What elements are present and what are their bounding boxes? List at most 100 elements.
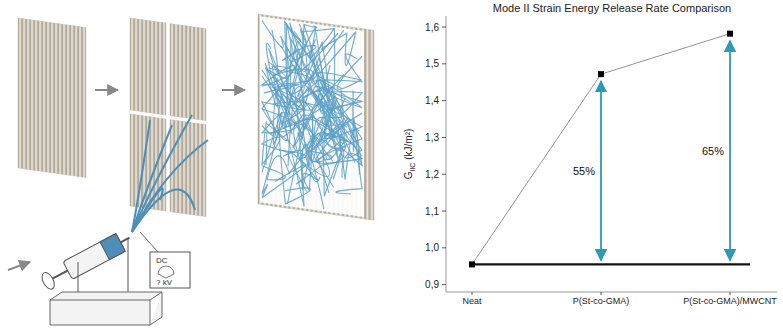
y-tick xyxy=(442,211,446,212)
fiber-tow xyxy=(190,26,194,119)
fiber-tow xyxy=(42,21,46,172)
difference-arrow xyxy=(729,41,731,261)
fiber-tow xyxy=(182,25,186,118)
x-tick xyxy=(472,292,473,295)
y-tick-label: 1,3 xyxy=(425,132,439,143)
nanofiber xyxy=(317,50,362,146)
feed-arrow xyxy=(8,262,30,270)
page: DC ? kV Mode II Strain Energy Release Rate… xyxy=(0,0,783,334)
fiber-tow xyxy=(134,19,138,112)
fiber-tow xyxy=(194,123,198,216)
fiber-jet xyxy=(132,190,195,232)
fiber-tow xyxy=(174,24,178,117)
power-supply xyxy=(150,252,190,288)
electrospinning-diagram: DC ? kV xyxy=(8,14,374,325)
fiber-tow xyxy=(170,24,174,117)
y-tick-label: 1,5 xyxy=(425,58,439,69)
syringe-barrel xyxy=(63,234,125,280)
x-tick xyxy=(601,292,602,295)
y-tick xyxy=(442,284,446,285)
nanofiber xyxy=(296,61,334,113)
fiber-tow xyxy=(202,28,206,121)
process-arrow xyxy=(222,89,245,91)
chart: Mode II Strain Energy Release Rate Compa… xyxy=(403,2,777,306)
fiber-tow xyxy=(365,29,369,220)
power-label: DC xyxy=(156,256,168,265)
x-tick-label: P(St-co-GMA) xyxy=(573,296,630,306)
nanofiber xyxy=(262,61,311,144)
annotation: 65% xyxy=(702,145,724,157)
y-tick xyxy=(442,63,446,64)
y-tick-label: 1,0 xyxy=(425,242,439,253)
fiber-tow xyxy=(142,20,146,113)
fiber-tow xyxy=(182,121,186,214)
annotation: 55% xyxy=(573,165,595,177)
gauge xyxy=(158,266,174,278)
y-tick-label: 0,9 xyxy=(425,279,439,290)
x-tick-label: Neat xyxy=(462,296,482,306)
fiber-tow xyxy=(78,26,82,177)
fiber-tow xyxy=(170,120,174,213)
base xyxy=(50,292,162,325)
wire xyxy=(140,232,158,252)
chart-title: Mode II Strain Energy Release Rate Compa… xyxy=(493,2,731,14)
fiber-tow xyxy=(22,19,26,170)
syringe xyxy=(39,229,134,292)
fiber-tow xyxy=(130,18,134,111)
nanofiber-mat xyxy=(260,16,364,217)
fiber-tow xyxy=(146,20,150,113)
plot-marks xyxy=(469,31,750,268)
fiber-tow xyxy=(46,22,50,173)
polymer-solution xyxy=(100,234,125,260)
y-axis-title: GIIC (kJ/m²) xyxy=(403,129,416,180)
fiber-tow xyxy=(134,115,138,208)
fiber-tow xyxy=(178,25,182,118)
fiber-tow xyxy=(150,21,154,114)
fiber-tow xyxy=(162,22,166,115)
plunger-head xyxy=(40,271,57,292)
fiber-tow xyxy=(58,24,62,175)
y-tick xyxy=(442,174,446,175)
y-tick-label: 1,2 xyxy=(425,169,439,180)
y-tick-label: 1,1 xyxy=(425,206,439,217)
fabric xyxy=(18,18,86,178)
fabric-panel xyxy=(170,24,206,121)
x-tick xyxy=(730,292,731,295)
y-tick-label: 1,4 xyxy=(425,95,439,106)
fiber-tow xyxy=(202,124,206,217)
fabric xyxy=(258,14,374,220)
fiber-tow xyxy=(370,30,374,221)
fiber-tow xyxy=(198,124,202,217)
fiber-tow xyxy=(54,23,58,174)
fabric-panel xyxy=(130,18,166,115)
fiber-jet xyxy=(132,140,208,232)
fiber-tow xyxy=(158,22,162,115)
fiber-jet xyxy=(132,125,172,232)
fiber-tow xyxy=(26,19,30,170)
fabric-stage-3 xyxy=(258,14,374,220)
data-point xyxy=(469,261,475,267)
fiber-tow xyxy=(154,21,158,114)
fiber-tow xyxy=(70,25,74,176)
fiber-tow xyxy=(82,27,86,178)
y-tick xyxy=(442,100,446,101)
fiber-tow xyxy=(138,19,142,112)
fiber-tow xyxy=(198,28,202,121)
fabric-stage-2 xyxy=(130,18,206,217)
y-title-sub: IIC xyxy=(409,163,416,172)
process-arrow xyxy=(95,89,118,91)
data-line xyxy=(472,34,730,265)
x-tick-label: P(St-co-GMA)/MWCNT xyxy=(683,296,777,306)
fiber-tow xyxy=(186,122,190,215)
stand xyxy=(128,238,129,300)
fiber-tow xyxy=(50,22,54,173)
fiber-tow xyxy=(74,26,78,177)
fiber-tow xyxy=(194,27,198,120)
nanofiber xyxy=(266,43,309,129)
fiber-tow xyxy=(30,20,34,171)
fiber-tow xyxy=(62,24,66,175)
y-tick xyxy=(442,247,446,248)
data-point xyxy=(598,71,604,77)
voltage-label: ? kV xyxy=(156,278,173,287)
difference-arrow xyxy=(600,81,602,260)
